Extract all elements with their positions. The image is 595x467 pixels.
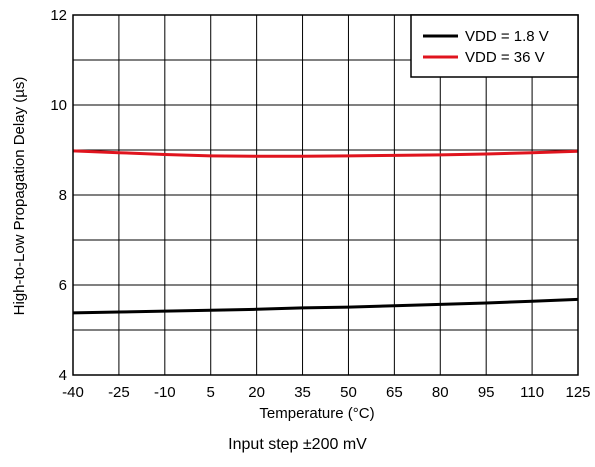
series-lines: [72, 149, 579, 315]
series-line: [72, 149, 579, 158]
x-tick-label: 65: [386, 384, 403, 401]
x-tick-label: 95: [478, 384, 495, 401]
legend: VDD = 1.8 V VDD = 36 V: [410, 14, 579, 78]
legend-label: VDD = 1.8 V: [465, 28, 549, 45]
x-tick-label: 5: [207, 384, 215, 401]
x-tick-label: 80: [432, 384, 449, 401]
x-tick-label: 20: [248, 384, 265, 401]
y-axis-label: High-to-Low Propagation Delay (µs): [11, 77, 28, 316]
y-tick-label: 6: [59, 277, 67, 294]
x-tick-label: 35: [294, 384, 311, 401]
y-tick-label: 12: [50, 7, 67, 24]
chart-caption: Input step ±200 mV: [228, 436, 367, 453]
y-tick-label: 10: [50, 97, 67, 114]
x-tick-labels: -40 -25 -10 5 20 35 50 65 80 95 110 125: [62, 384, 590, 401]
legend-label: VDD = 36 V: [465, 49, 545, 66]
x-tick-label: -10: [154, 384, 176, 401]
y-tick-labels: 4 6 8 10 12: [50, 7, 67, 384]
x-tick-label: -25: [108, 384, 130, 401]
y-tick-label: 8: [59, 187, 67, 204]
series-line: [72, 297, 579, 315]
grid: [73, 15, 578, 375]
x-tick-label: -40: [62, 384, 84, 401]
x-tick-label: 110: [520, 384, 544, 401]
plot-frame: [72, 14, 579, 376]
y-tick-label: 4: [59, 367, 67, 384]
x-axis-label: Temperature (°C): [259, 405, 374, 422]
legend-box: [410, 14, 579, 78]
x-tick-label: 125: [565, 384, 590, 401]
x-tick-label: 50: [340, 384, 357, 401]
